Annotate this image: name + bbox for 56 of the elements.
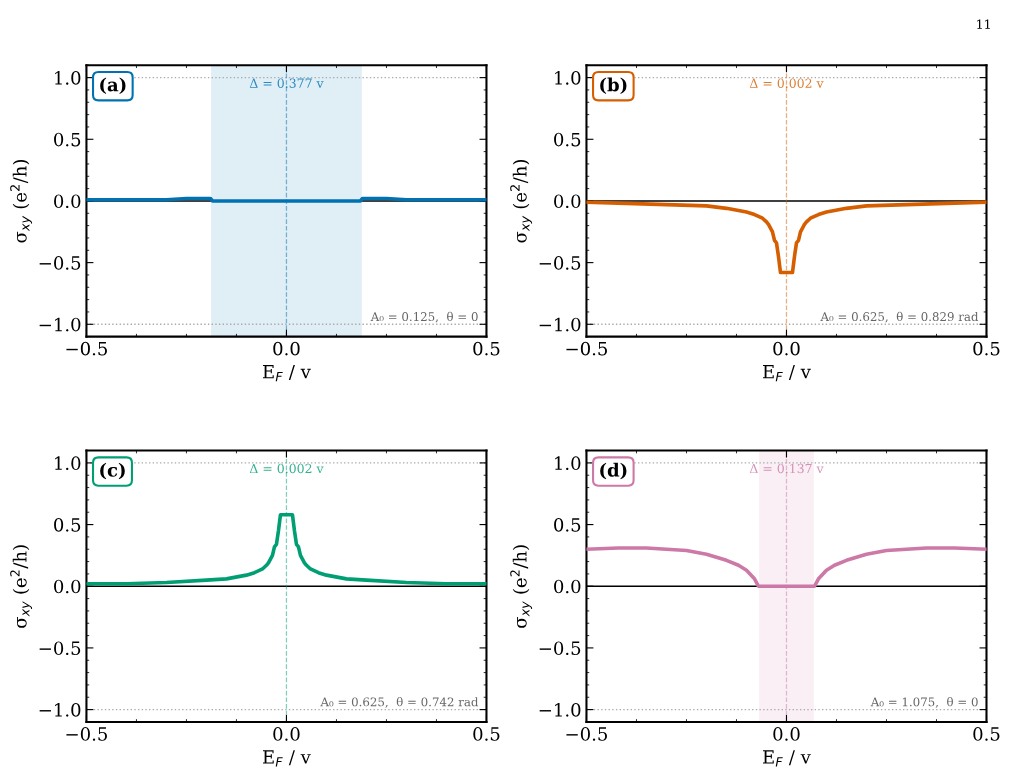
y-tick-label: −1.0: [39, 703, 81, 717]
annotation: A₀ = 0.125, θ = 0: [370, 311, 478, 323]
y-tick-label: −0.5: [39, 641, 81, 656]
annotation: Δ = 0.002 v: [749, 78, 824, 88]
x-tick-label: −0.5: [66, 341, 107, 356]
annotation: Δ = 0.002 v: [249, 463, 324, 474]
annotation: A₀ = 0.625, θ = 0.829 rad: [820, 311, 979, 323]
x-axis-title: E$_{F}$ / v: [763, 365, 811, 382]
y-tick-label: 0.0: [54, 579, 81, 594]
y-tick-label: −1.0: [539, 703, 581, 717]
x-tick-label: 0.0: [273, 727, 300, 741]
y-axis-title: σ$_{xy}$ (e$^{2}$/h): [10, 545, 33, 628]
y-tick-label: 0.5: [554, 518, 581, 532]
line-series: [586, 200, 987, 275]
y-tick-label: −0.5: [539, 256, 581, 270]
y-tick-label: −1.0: [39, 317, 81, 332]
text: (b): [600, 77, 627, 95]
text: (c): [100, 462, 125, 480]
x-axis-title: E$_{F}$ / v: [262, 365, 311, 382]
x-tick-label: 0.5: [473, 341, 500, 356]
y-tick-label: 0.5: [54, 132, 81, 147]
annotation: A₀ = 1.075, θ = 0: [870, 697, 978, 708]
annotation: Δ = 0.377 v: [249, 78, 324, 88]
text: (d): [600, 462, 627, 480]
y-tick-label: 0.5: [554, 132, 581, 147]
x-tick-label: 0.0: [773, 341, 800, 356]
y-tick-label: 0.0: [554, 579, 581, 594]
annotation: Δ = 0.137 v: [749, 463, 824, 474]
x-tick-label: 0.0: [273, 341, 300, 356]
y-tick-label: 0.5: [54, 518, 81, 532]
y-tick-label: 0.0: [54, 194, 81, 209]
line-series: [586, 546, 987, 589]
annotation: A₀ = 0.625, θ = 0.742 rad: [320, 697, 479, 708]
y-tick-label: 1.0: [555, 71, 581, 85]
y-tick-label: −1.0: [539, 317, 581, 332]
x-tick-label: −0.5: [66, 727, 107, 741]
text: (a): [100, 77, 126, 95]
x-tick-label: −0.5: [566, 341, 607, 356]
x-tick-label: 0.5: [973, 727, 1000, 741]
x-axis-title: E$_{F}$ / v: [763, 750, 811, 767]
y-axis-title: σ$_{xy}$ (e$^{2}$/h): [510, 545, 533, 628]
x-tick-label: 0.5: [973, 341, 1000, 356]
text: 11: [977, 19, 990, 29]
y-axis-title: σ$_{xy}$ (e$^{2}$/h): [510, 160, 533, 243]
x-axis-title: E$_{F}$ / v: [262, 750, 311, 767]
y-tick-label: 1.0: [555, 456, 581, 471]
line-series: [86, 512, 487, 586]
x-tick-label: 0.0: [773, 727, 800, 741]
y-tick-label: 1.0: [55, 71, 81, 85]
y-axis-title: σ$_{xy}$ (e$^{2}$/h): [10, 160, 33, 243]
x-tick-label: −0.5: [566, 727, 607, 741]
x-tick-label: 0.5: [473, 727, 500, 741]
y-tick-label: 1.0: [55, 456, 81, 471]
y-tick-label: 0.0: [554, 194, 581, 209]
y-tick-label: −0.5: [539, 641, 581, 656]
y-tick-label: −0.5: [39, 256, 81, 270]
